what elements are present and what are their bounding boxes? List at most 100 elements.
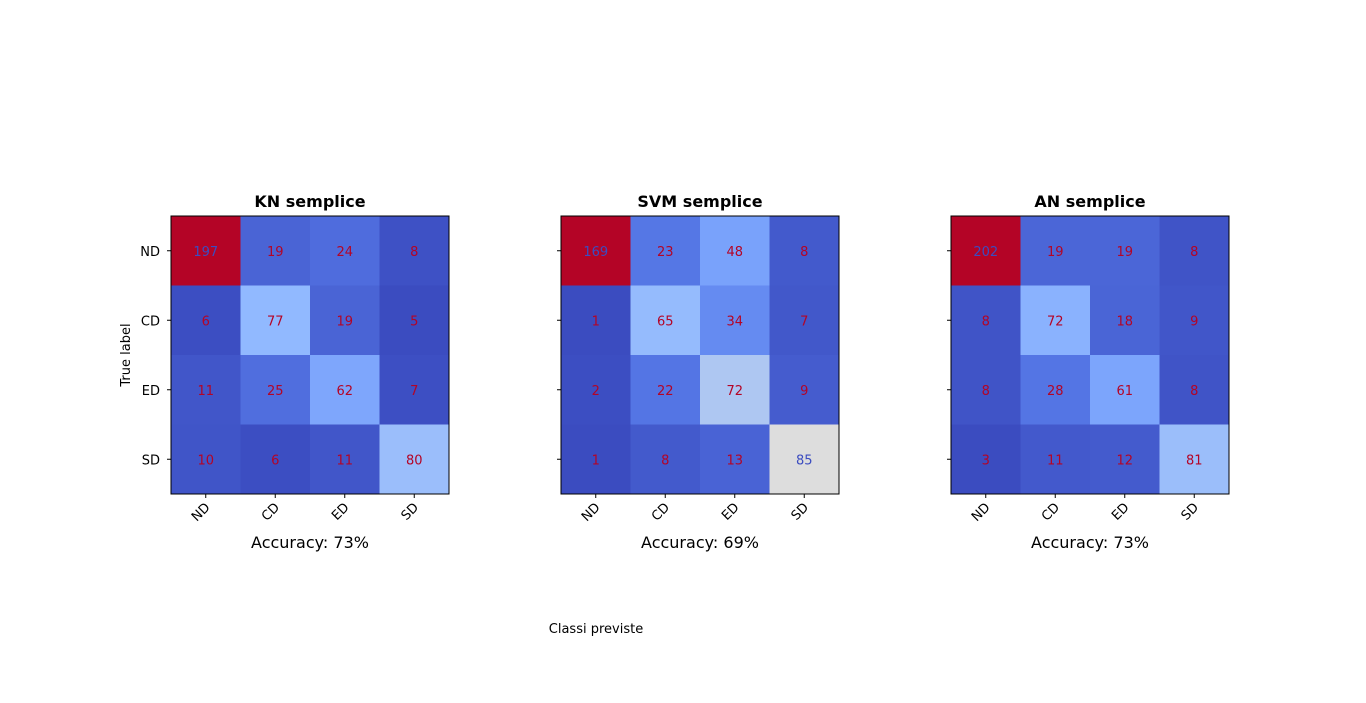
- cell-value-label: 8: [1190, 384, 1198, 399]
- heatmap-cell: [1020, 285, 1091, 356]
- cell-value-label: 7: [410, 384, 418, 399]
- heatmap-cell: [310, 355, 380, 425]
- panel-title: KN semplice: [254, 192, 365, 211]
- x-tick-label: SD: [789, 500, 813, 524]
- cell-value-label: 25: [267, 384, 284, 399]
- y-tick-label: ED: [142, 384, 160, 399]
- heatmap-cell: [379, 355, 450, 425]
- plot-frame: [170, 215, 450, 495]
- cell-value-label: 34: [726, 314, 743, 329]
- heatmap-cell: [379, 424, 450, 495]
- cell-value-label: 19: [336, 314, 353, 329]
- cell-value-label: 23: [657, 245, 674, 260]
- cell-value-label: 6: [271, 453, 279, 468]
- heatmap-cell: [171, 424, 241, 495]
- heatmap-cell: [1090, 355, 1160, 425]
- heatmap-cell: [1020, 216, 1091, 286]
- heatmap-cell: [951, 355, 1021, 425]
- heatmap-cell: [630, 424, 701, 495]
- cell-value-label: 85: [796, 453, 813, 468]
- heatmap-cell: [379, 216, 450, 286]
- x-tick-label: CD: [259, 500, 283, 524]
- heatmap-cell: [630, 216, 701, 286]
- heatmap-cell: [561, 285, 631, 356]
- heatmap-cell: [700, 216, 770, 286]
- cell-value-label: 19: [1047, 245, 1064, 260]
- x-tick-label: SD: [1179, 500, 1203, 524]
- heatmap-cell: [1090, 216, 1160, 286]
- y-tick-label: SD: [142, 453, 160, 468]
- cell-value-label: 11: [1047, 453, 1064, 468]
- cell-value-label: 65: [657, 314, 674, 329]
- heatmap-cell: [769, 285, 840, 356]
- cell-value-label: 8: [1190, 245, 1198, 260]
- heatmap-cell: [171, 285, 241, 356]
- x-axis-label: Classi previste: [549, 622, 643, 637]
- cell-value-label: 61: [1116, 384, 1133, 399]
- cell-value-label: 8: [661, 453, 669, 468]
- x-tick-label: ED: [719, 500, 743, 524]
- cell-value-label: 72: [726, 384, 743, 399]
- heatmap-cell: [1159, 355, 1230, 425]
- cell-value-label: 6: [202, 314, 210, 329]
- cell-value-label: 80: [406, 453, 423, 468]
- cell-value-label: 12: [1116, 453, 1133, 468]
- cell-value-label: 8: [800, 245, 808, 260]
- heatmap-cell: [1159, 285, 1230, 356]
- cell-value-label: 1: [592, 314, 600, 329]
- x-tick-label: ND: [189, 500, 214, 525]
- cell-value-label: 9: [800, 384, 808, 399]
- cell-value-label: 18: [1116, 314, 1133, 329]
- accuracy-label: Accuracy: 73%: [1031, 533, 1149, 552]
- cell-value-label: 2: [592, 384, 600, 399]
- cell-value-label: 8: [982, 314, 990, 329]
- x-tick-label: CD: [649, 500, 673, 524]
- panel-title: AN semplice: [1034, 192, 1145, 211]
- heatmap-cell: [951, 285, 1021, 356]
- y-tick-label: ND: [140, 245, 160, 260]
- heatmap-cell: [951, 216, 1021, 286]
- confusion-matrix-panel: AN semplice 202 19 19 8 8 72 18 9 8 28 61 8 3 11 12 81 ND…: [947, 192, 1230, 552]
- cell-value-label: 9: [1190, 314, 1198, 329]
- cell-value-label: 8: [410, 245, 418, 260]
- heatmap-cell: [310, 216, 380, 286]
- heatmap-cell: [700, 424, 770, 495]
- heatmap-cell: [240, 355, 311, 425]
- cell-value-label: 77: [267, 314, 284, 329]
- x-tick-label: CD: [1039, 500, 1063, 524]
- cell-value-label: 22: [657, 384, 674, 399]
- cell-value-label: 19: [267, 245, 284, 260]
- accuracy-label: Accuracy: 69%: [641, 533, 759, 552]
- heatmap-cell: [769, 355, 840, 425]
- x-tick-label: ED: [1109, 500, 1133, 524]
- heatmap-cell: [561, 424, 631, 495]
- heatmap-cell: [1090, 424, 1160, 495]
- heatmap-cell: [1159, 424, 1230, 495]
- cell-value-label: 7: [800, 314, 808, 329]
- heatmap-cell: [240, 285, 311, 356]
- heatmap-cell: [561, 216, 631, 286]
- heatmap-cell: [1159, 216, 1230, 286]
- y-axis-label: True label: [119, 323, 134, 387]
- heatmap-cell: [1020, 355, 1091, 425]
- heatmap-cell: [240, 216, 311, 286]
- plot-frame: [950, 215, 1230, 495]
- cell-value-label: 28: [1047, 384, 1064, 399]
- heatmap-cell: [1020, 424, 1091, 495]
- heatmap-cell: [630, 285, 701, 356]
- cell-value-label: 1: [592, 453, 600, 468]
- x-tick-label: SD: [399, 500, 423, 524]
- panel-title: SVM semplice: [637, 192, 762, 211]
- cell-value-label: 13: [726, 453, 743, 468]
- cell-value-label: 10: [197, 453, 214, 468]
- heatmap-cell: [240, 424, 311, 495]
- cell-value-label: 72: [1047, 314, 1064, 329]
- heatmap-cell: [310, 285, 380, 356]
- heatmap-cell: [700, 355, 770, 425]
- plot-frame: [560, 215, 840, 495]
- cell-value-label: 197: [193, 245, 218, 260]
- cell-value-label: 169: [583, 245, 608, 260]
- x-tick-label: ED: [329, 500, 353, 524]
